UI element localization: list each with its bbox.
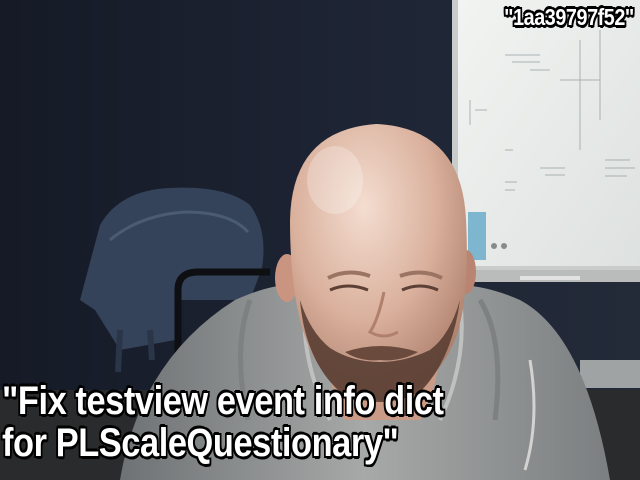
commit-message-line-2: for PLScaleQuestionary" [2, 421, 399, 465]
chair-frame [174, 268, 270, 380]
person-head [275, 124, 476, 402]
jacket-on-chair [80, 187, 264, 373]
commit-hash-caption: "1aa39797f52" [504, 4, 634, 30]
commit-message-caption: "Fix testview event info dict for PLScal… [2, 380, 444, 464]
whiteboard [452, 0, 640, 282]
radiator [580, 360, 640, 388]
commit-message-line-1: "Fix testview event info dict [2, 379, 444, 423]
